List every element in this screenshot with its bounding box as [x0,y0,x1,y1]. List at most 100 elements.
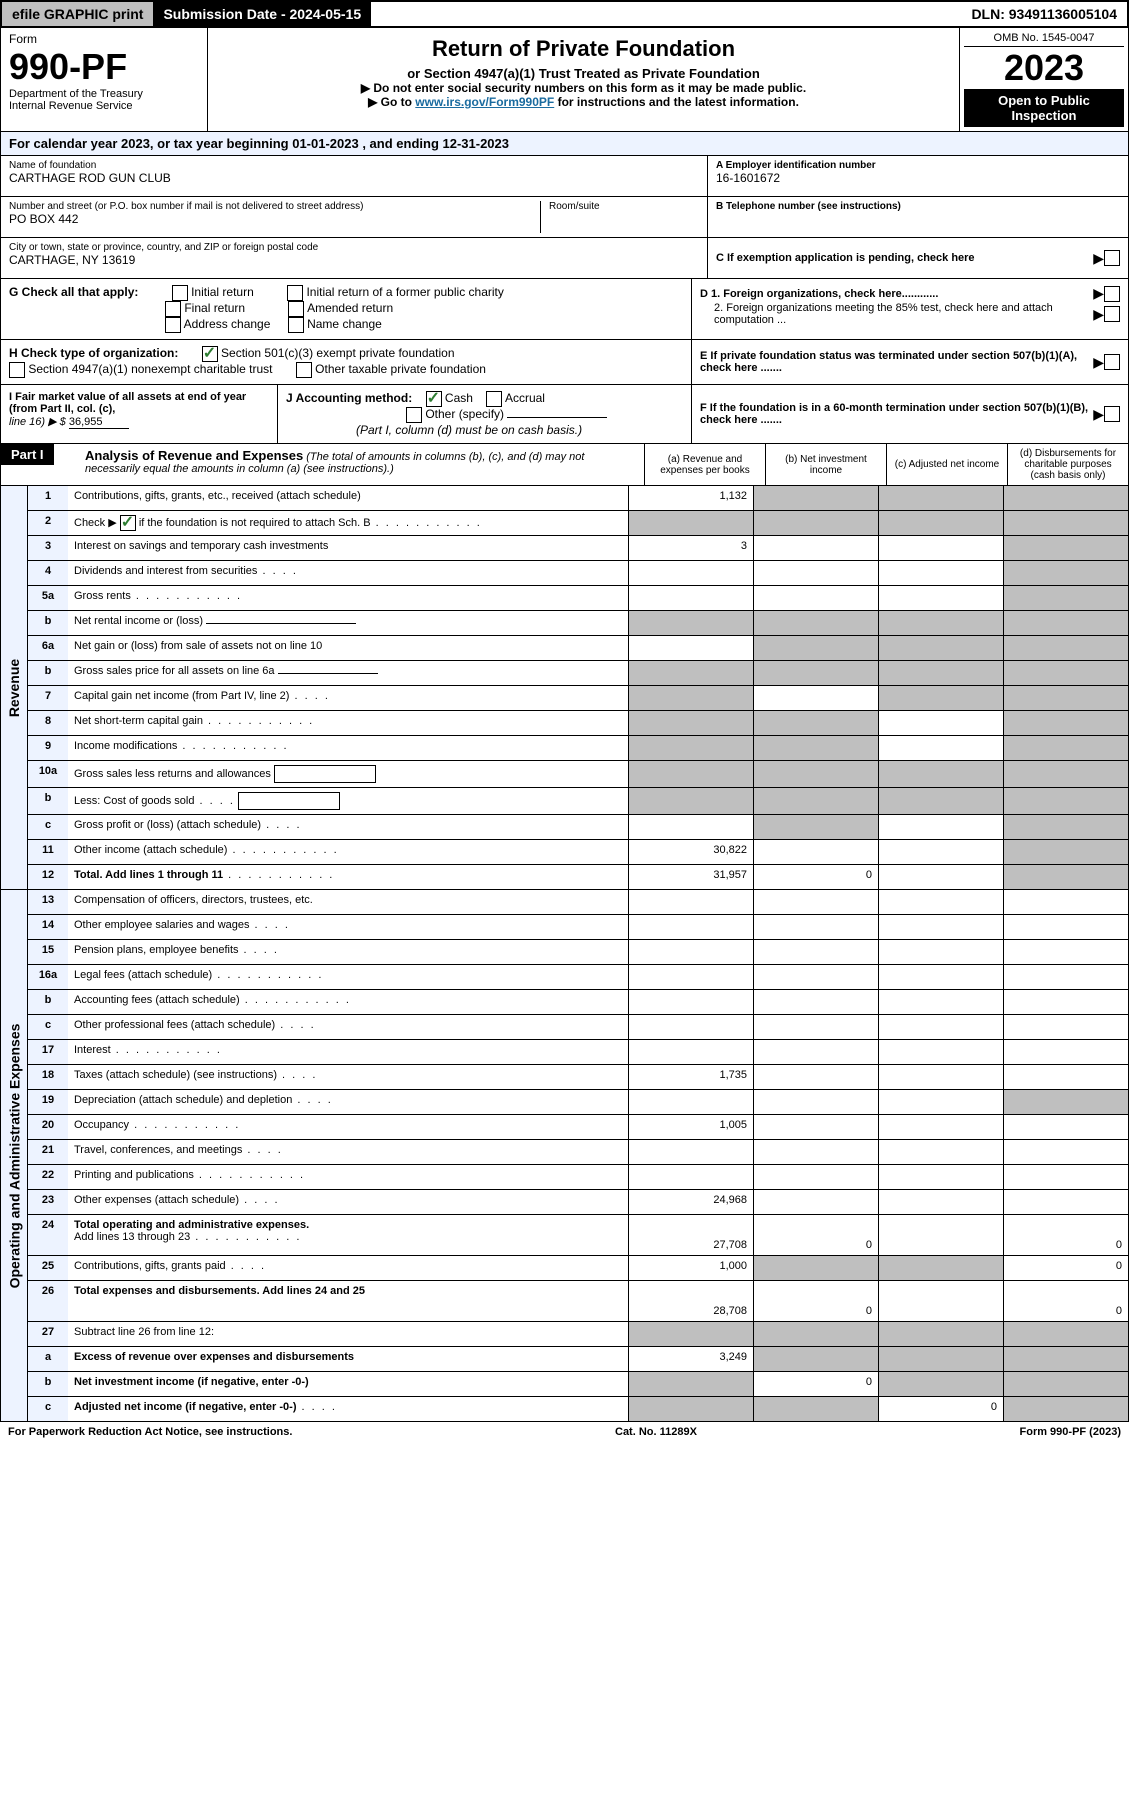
i-label: I Fair market value of all assets at end… [9,391,246,415]
schb-checkbox[interactable] [120,515,136,531]
col-a-head: (a) Revenue and expenses per books [644,444,765,485]
row-25: 25Contributions, gifts, grants paid1,000… [28,1256,1128,1281]
j-label: J Accounting method: [286,391,412,405]
arrow-icon: ▶ [1093,354,1104,371]
a1-checkbox[interactable] [9,362,25,378]
row-27a: aExcess of revenue over expenses and dis… [28,1347,1128,1372]
instr2-post: for instructions and the latest informat… [554,95,799,109]
calendar-year-row: For calendar year 2023, or tax year begi… [0,132,1129,156]
i-line16: line 16) ▶ $ [9,416,66,428]
phone-row: B Telephone number (see instructions) [708,197,1128,238]
other-checkbox[interactable] [296,362,312,378]
c3-checkbox[interactable] [202,346,218,362]
row-27: 27Subtract line 26 from line 12: [28,1322,1128,1347]
form-title: Return of Private Foundation [212,36,955,62]
phone-label: B Telephone number (see instructions) [716,201,1120,212]
ein-label: A Employer identification number [716,160,1120,171]
amended-checkbox[interactable] [288,301,304,317]
row-8: 8Net short-term capital gain [28,711,1128,736]
expenses-table: Operating and Administrative Expenses 13… [0,890,1129,1422]
row-4: 4Dividends and interest from securities [28,561,1128,586]
row-5b: bNet rental income or (loss) [28,611,1128,636]
org-name: CARTHAGE ROD GUN CLUB [9,171,699,185]
cash-checkbox[interactable] [426,391,442,407]
g-final: Final return [184,301,245,315]
g-amended: Amended return [307,301,393,315]
j-section: J Accounting method: Cash Accrual Other … [278,385,692,443]
d2-checkbox[interactable] [1104,306,1120,322]
initial-checkbox[interactable] [172,285,188,301]
org-ein: 16-1601672 [716,171,1120,185]
expenses-side-label: Operating and Administrative Expenses [1,890,28,1421]
tax-year: 2023 [964,47,1124,89]
row-10c: cGross profit or (loss) (attach schedule… [28,815,1128,840]
row-1: 1Contributions, gifts, grants, etc., rec… [28,486,1128,511]
address-row: Number and street (or P.O. box number if… [1,197,707,238]
room-label: Room/suite [549,201,699,212]
f-label: F If the foundation is in a 60-month ter… [700,402,1093,426]
efile-label[interactable]: efile GRAPHIC print [2,2,153,26]
fmv-value: 36,955 [69,416,129,429]
i-j-f-row: I Fair market value of all assets at end… [0,385,1129,444]
h-c3: Section 501(c)(3) exempt private foundat… [221,346,454,360]
row-13: 13Compensation of officers, directors, t… [28,890,1128,915]
row-7: 7Capital gain net income (from Part IV, … [28,686,1128,711]
row-12: 12Total. Add lines 1 through 1131,9570 [28,865,1128,889]
row-10b: bLess: Cost of goods sold [28,788,1128,815]
footer-center: Cat. No. 11289X [615,1426,697,1438]
d1-checkbox[interactable] [1104,286,1120,302]
accrual-checkbox[interactable] [486,391,502,407]
row-3: 3Interest on savings and temporary cash … [28,536,1128,561]
f-checkbox[interactable] [1104,406,1120,422]
arrow-icon: ▶ [1093,306,1104,323]
form-id-box: Form 990-PF Department of the Treasury I… [1,28,208,131]
h-a1: Section 4947(a)(1) nonexempt charitable … [28,362,272,376]
form-number: 990-PF [9,46,199,88]
other-acct-checkbox[interactable] [406,407,422,423]
name-row: Name of foundation CARTHAGE ROD GUN CLUB [1,156,707,197]
footer: For Paperwork Reduction Act Notice, see … [0,1422,1129,1442]
initial-former-checkbox[interactable] [287,285,303,301]
instruction-2: ▶ Go to www.irs.gov/Form990PF for instru… [212,95,955,109]
addr-label: Number and street (or P.O. box number if… [9,201,532,212]
row-16a: 16aLegal fees (attach schedule) [28,965,1128,990]
row-26: 26Total expenses and disbursements. Add … [28,1281,1128,1322]
row-9: 9Income modifications [28,736,1128,761]
row-16c: cOther professional fees (attach schedul… [28,1015,1128,1040]
j-accrual: Accrual [505,391,545,405]
d1-label: D 1. Foreign organizations, check here..… [700,288,1093,300]
final-checkbox[interactable] [165,301,181,317]
address-checkbox[interactable] [165,317,181,333]
revenue-table: Revenue 1Contributions, gifts, grants, e… [0,486,1129,890]
irs: Internal Revenue Service [9,100,199,112]
h-section: H Check type of organization: Section 50… [1,340,692,384]
part1-desc: Analysis of Revenue and Expenses (The to… [77,444,644,485]
footer-right: Form 990-PF (2023) [1020,1426,1121,1438]
city-row: City or town, state or province, country… [1,238,707,278]
form-link[interactable]: www.irs.gov/Form990PF [415,95,554,109]
part1-title: Analysis of Revenue and Expenses [85,448,303,463]
e-label: E If private foundation status was termi… [700,350,1093,374]
dln: DLN: 93491136005104 [961,2,1127,26]
submission-date: Submission Date - 2024-05-15 [153,2,371,26]
row-27c: cAdjusted net income (if negative, enter… [28,1397,1128,1421]
form-subtitle: or Section 4947(a)(1) Trust Treated as P… [212,66,955,81]
part1-label: Part I [1,444,54,465]
col-c-head: (c) Adjusted net income [886,444,1007,485]
namechange-checkbox[interactable] [288,317,304,333]
e-section: E If private foundation status was termi… [692,340,1128,384]
c-checkbox[interactable] [1104,250,1120,266]
dept: Department of the Treasury [9,88,199,100]
row-2: 2Check ▶ if the foundation is not requir… [28,511,1128,536]
j-note: (Part I, column (d) must be on cash basi… [356,423,582,437]
e-checkbox[interactable] [1104,354,1120,370]
row-22: 22Printing and publications [28,1165,1128,1190]
g-initial-former: Initial return of a former public charit… [306,285,503,299]
col-b-head: (b) Net investment income [765,444,886,485]
g-d-row: G Check all that apply: Initial return I… [0,279,1129,340]
top-bar: efile GRAPHIC print Submission Date - 20… [0,0,1129,28]
h-label: H Check type of organization: [9,346,178,360]
row-16b: bAccounting fees (attach schedule) [28,990,1128,1015]
d-section: D 1. Foreign organizations, check here..… [692,279,1128,339]
org-addr: PO BOX 442 [9,212,532,226]
